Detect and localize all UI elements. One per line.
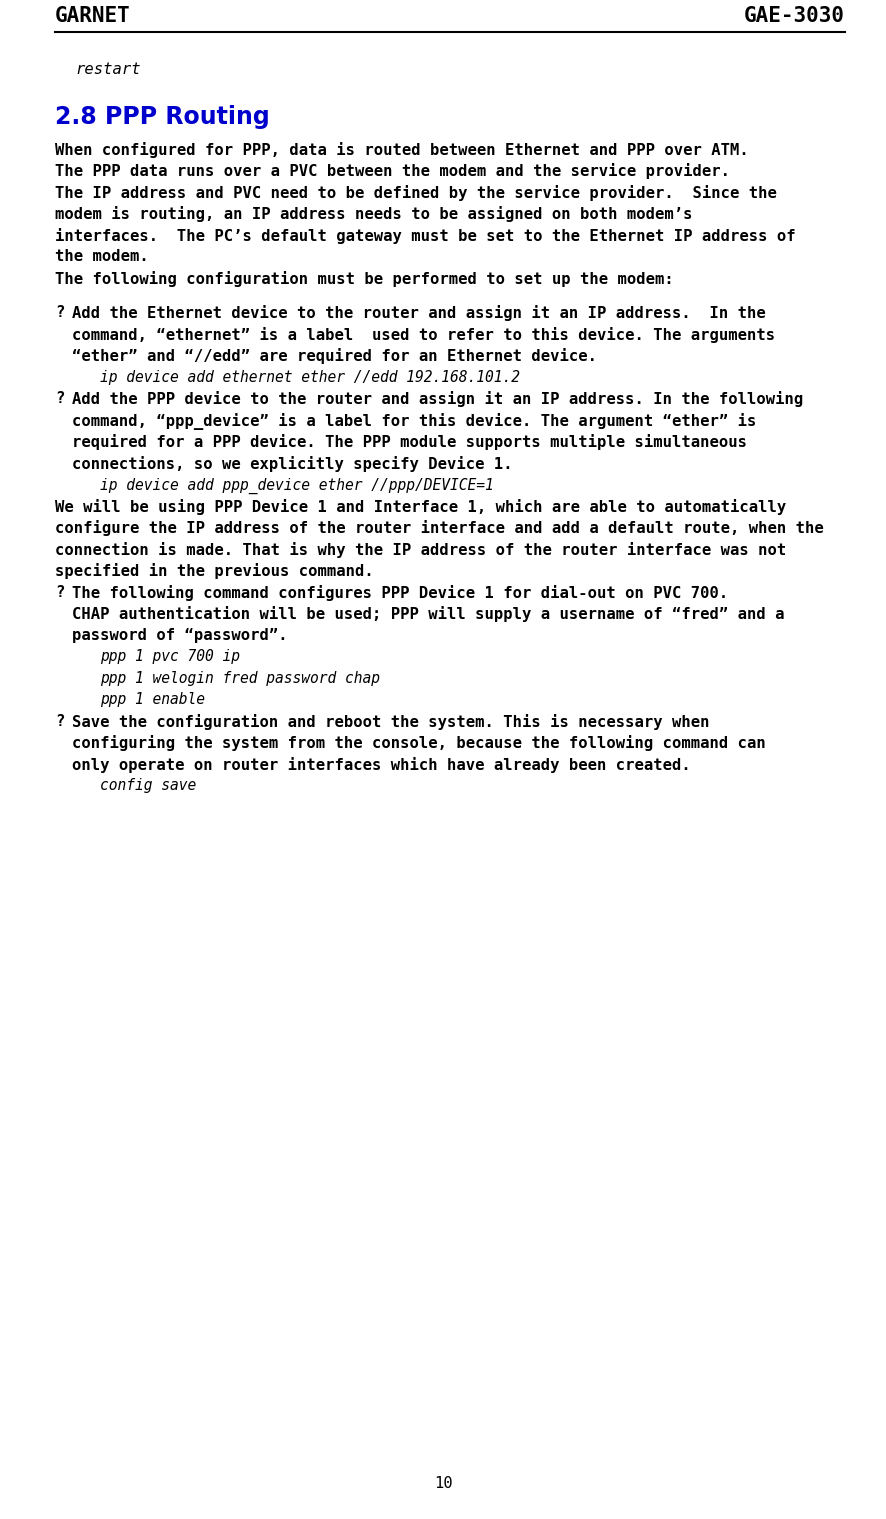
Text: Add the PPP device to the router and assign it an IP address. In the following: Add the PPP device to the router and ass… — [72, 392, 803, 407]
Text: modem is routing, an IP address needs to be assigned on both modem’s: modem is routing, an IP address needs to… — [55, 207, 692, 222]
Text: ppp 1 enable: ppp 1 enable — [100, 693, 205, 708]
Text: the modem.: the modem. — [55, 249, 149, 264]
Text: 10: 10 — [433, 1476, 453, 1492]
Text: The PPP data runs over a PVC between the modem and the service provider.: The PPP data runs over a PVC between the… — [55, 164, 729, 179]
Text: specified in the previous command.: specified in the previous command. — [55, 564, 373, 579]
Text: restart: restart — [75, 62, 141, 77]
Text: When configured for PPP, data is routed between Ethernet and PPP over ATM.: When configured for PPP, data is routed … — [55, 141, 748, 158]
Text: ip device add ppp_device ether //ppp/DEVICE=1: ip device add ppp_device ether //ppp/DEV… — [100, 477, 494, 494]
Text: ?: ? — [55, 714, 65, 729]
Text: configure the IP address of the router interface and add a default route, when t: configure the IP address of the router i… — [55, 521, 823, 536]
Text: required for a PPP device. The PPP module supports multiple simultaneous: required for a PPP device. The PPP modul… — [72, 434, 746, 451]
Text: GARNET: GARNET — [55, 6, 130, 26]
Text: ppp 1 pvc 700 ip: ppp 1 pvc 700 ip — [100, 650, 240, 664]
Text: Save the configuration and reboot the system. This is necessary when: Save the configuration and reboot the sy… — [72, 714, 709, 731]
Text: ?: ? — [55, 585, 65, 600]
Text: The IP address and PVC need to be defined by the service provider.  Since the: The IP address and PVC need to be define… — [55, 185, 776, 201]
Text: config save: config save — [100, 778, 196, 793]
Text: connections, so we explicitly specify Device 1.: connections, so we explicitly specify De… — [72, 456, 512, 472]
Text: GAE-3030: GAE-3030 — [743, 6, 844, 26]
Text: ?: ? — [55, 392, 65, 407]
Text: command, “ppp_device” is a label for this device. The argument “ether” is: command, “ppp_device” is a label for thi… — [72, 413, 756, 430]
Text: connection is made. That is why the IP address of the router interface was not: connection is made. That is why the IP a… — [55, 542, 785, 557]
Text: interfaces.  The PC’s default gateway must be set to the Ethernet IP address of: interfaces. The PC’s default gateway mus… — [55, 228, 795, 245]
Text: “ether” and “//edd” are required for an Ethernet device.: “ether” and “//edd” are required for an … — [72, 348, 596, 365]
Text: ?: ? — [55, 305, 65, 321]
Text: only operate on router interfaces which have already been created.: only operate on router interfaces which … — [72, 756, 690, 773]
Text: CHAP authentication will be used; PPP will supply a username of “fred” and a: CHAP authentication will be used; PPP wi… — [72, 606, 783, 623]
Text: configuring the system from the console, because the following command can: configuring the system from the console,… — [72, 735, 765, 752]
Text: command, “ethernet” is a label  used to refer to this device. The arguments: command, “ethernet” is a label used to r… — [72, 327, 774, 343]
Text: The following command configures PPP Device 1 for dial-out on PVC 700.: The following command configures PPP Dev… — [72, 585, 727, 602]
Text: We will be using PPP Device 1 and Interface 1, which are able to automatically: We will be using PPP Device 1 and Interf… — [55, 498, 785, 515]
Text: Add the Ethernet device to the router and assign it an IP address.  In the: Add the Ethernet device to the router an… — [72, 305, 765, 322]
Text: ppp 1 welogin fred password chap: ppp 1 welogin fred password chap — [100, 671, 379, 687]
Text: The following configuration must be performed to set up the modem:: The following configuration must be perf… — [55, 270, 673, 287]
Text: 2.8 PPP Routing: 2.8 PPP Routing — [55, 105, 269, 129]
Text: ip device add ethernet ether //edd 192.168.101.2: ip device add ethernet ether //edd 192.1… — [100, 371, 519, 384]
Text: password of “password”.: password of “password”. — [72, 627, 287, 643]
